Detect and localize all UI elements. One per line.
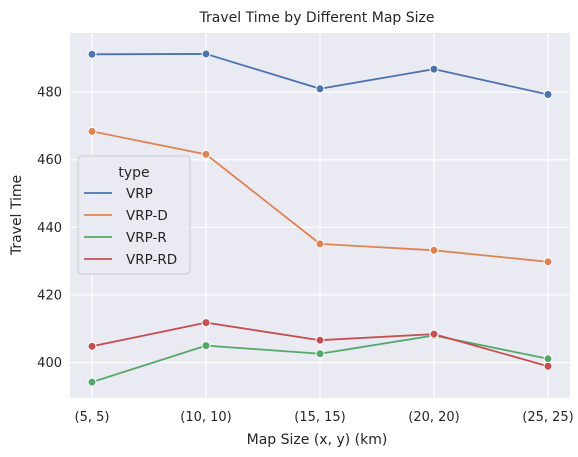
series-points [87,49,553,387]
x-axis-label: Map Size (x, y) (km) [247,432,388,448]
x-tick-label: (25, 25) [522,410,574,425]
legend: type VRP VRP-D VRP-R VRP-RD [77,155,191,275]
data-point-vrp-d [87,126,97,136]
y-tick-label: 420 [37,288,62,303]
data-point-vrp-rd [87,341,97,351]
data-point-vrp-d [315,239,325,249]
x-tick-label: (15, 15) [294,410,346,425]
legend-label: VRP-R [126,230,167,246]
data-point-vrp [543,90,553,100]
chart-title: Travel Time by Different Map Size [199,10,435,26]
legend-label: VRP-D [126,208,168,224]
legend-label: VRP-RD [126,252,177,268]
data-point-vrp-rd [201,318,211,328]
legend-box [77,155,191,275]
legend-label: VRP [126,186,153,202]
y-axis-label: Travel Time [9,175,25,256]
y-tick-labels: 400 420 440 460 480 [37,86,62,371]
data-point-vrp [315,84,325,94]
y-tick-label: 460 [37,153,62,168]
y-tick-label: 400 [37,356,62,371]
x-tick-label: (10, 10) [180,410,232,425]
y-tick-label: 480 [37,86,62,101]
data-point-vrp-rd [315,335,325,345]
data-point-vrp-r [543,354,553,364]
data-point-vrp-d [429,245,439,255]
data-point-vrp-d [543,257,553,267]
data-point-vrp [87,49,97,59]
data-point-vrp-rd [429,329,439,339]
data-point-vrp-r [201,341,211,351]
legend-title: type [118,165,149,181]
data-point-vrp-d [201,149,211,159]
data-point-vrp [201,49,211,59]
data-point-vrp-rd [543,361,553,371]
x-tick-labels: (5, 5) (10, 10) (15, 15) (20, 20) (25, 25) [75,410,574,425]
x-tick-label: (20, 20) [408,410,460,425]
x-tick-label: (5, 5) [75,410,110,425]
y-tick-label: 440 [37,221,62,236]
data-point-vrp-r [315,349,325,359]
data-point-vrp-r [87,377,97,387]
data-point-vrp [429,64,439,74]
legend-items: VRP VRP-D VRP-R VRP-RD [84,186,177,268]
